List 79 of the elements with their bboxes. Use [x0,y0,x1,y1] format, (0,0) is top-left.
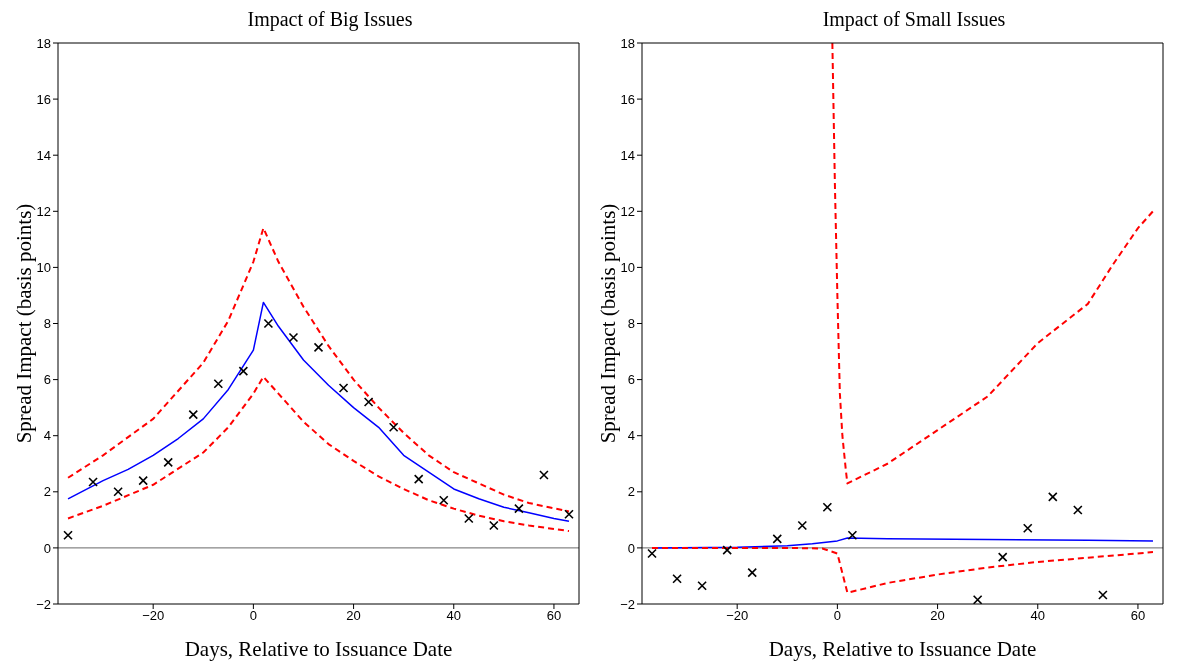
y-tick-label: 0 [43,540,51,556]
y-tick-label: 12 [36,203,51,219]
y-axis-title: Spread Impact (basis points) [596,203,621,444]
point [263,318,274,329]
point [238,366,249,376]
point [514,503,524,514]
point [772,534,783,544]
x-tick-label: −20 [726,608,749,624]
y-tick-label: 18 [620,35,635,51]
point [1098,590,1108,600]
point [972,594,983,604]
line-series [67,227,570,513]
x-tick-label: 0 [249,608,257,624]
x-tick-label: 20 [930,608,945,624]
x-tick-label: 0 [833,608,841,624]
chart-title: Impact of Big Issues [246,8,414,33]
point [489,520,499,531]
point [163,457,174,468]
point [847,530,858,541]
point [463,513,474,524]
line-series [651,546,1154,594]
y-tick-label: 4 [627,428,635,444]
point [213,379,224,389]
point [647,548,657,559]
line-series [831,43,1154,485]
point [822,502,833,513]
y-tick-label: −2 [620,596,635,612]
y-tick-label: 12 [620,203,635,219]
x-tick-label: 20 [346,608,361,624]
line-series [67,301,570,522]
point [1073,505,1083,515]
y-tick-label: 4 [43,428,51,444]
point [539,470,549,480]
point [88,477,98,487]
point [313,342,324,353]
point [188,409,199,420]
y-tick-label: 8 [43,316,51,332]
line-series [67,375,570,533]
x-tick-label: 40 [1030,608,1045,624]
y-tick-label: 18 [36,35,51,51]
y-tick-label: 10 [620,260,635,276]
point [63,530,73,541]
point [697,580,707,591]
point [413,474,424,484]
point [997,552,1008,562]
x-axis-title: Days, Relative to Issuance Date [768,637,1037,661]
point [388,422,399,433]
y-axis-title: Spread Impact (basis points) [12,203,37,444]
point [722,545,732,555]
point [672,573,682,584]
chart-title: Impact of Small Issues [821,8,1007,33]
point [747,567,758,578]
point [113,487,123,497]
x-tick-label: 60 [546,608,562,624]
x-axis-title: Days, Relative to Issuance Date [184,637,453,661]
point [438,495,449,506]
point [797,520,808,531]
point [288,332,299,343]
y-tick-label: 2 [43,484,51,500]
point [1047,492,1058,502]
point [363,397,374,407]
y-tick-label: 0 [627,540,635,556]
point [1022,523,1033,534]
point [138,475,148,486]
y-tick-label: 6 [627,372,635,388]
y-tick-label: 14 [36,147,51,163]
y-tick-label: 16 [620,91,635,107]
point [564,509,574,520]
y-tick-label: 2 [627,484,635,500]
x-tick-label: 40 [446,608,461,624]
x-tick-label: 60 [1130,608,1146,624]
y-tick-label: 8 [627,316,635,332]
y-tick-label: 14 [620,147,635,163]
x-tick-label: −20 [142,608,165,624]
y-tick-label: 6 [43,372,51,388]
y-tick-label: −2 [36,596,51,612]
y-tick-label: 16 [36,91,51,107]
point [338,383,349,393]
y-tick-label: 10 [36,260,51,276]
